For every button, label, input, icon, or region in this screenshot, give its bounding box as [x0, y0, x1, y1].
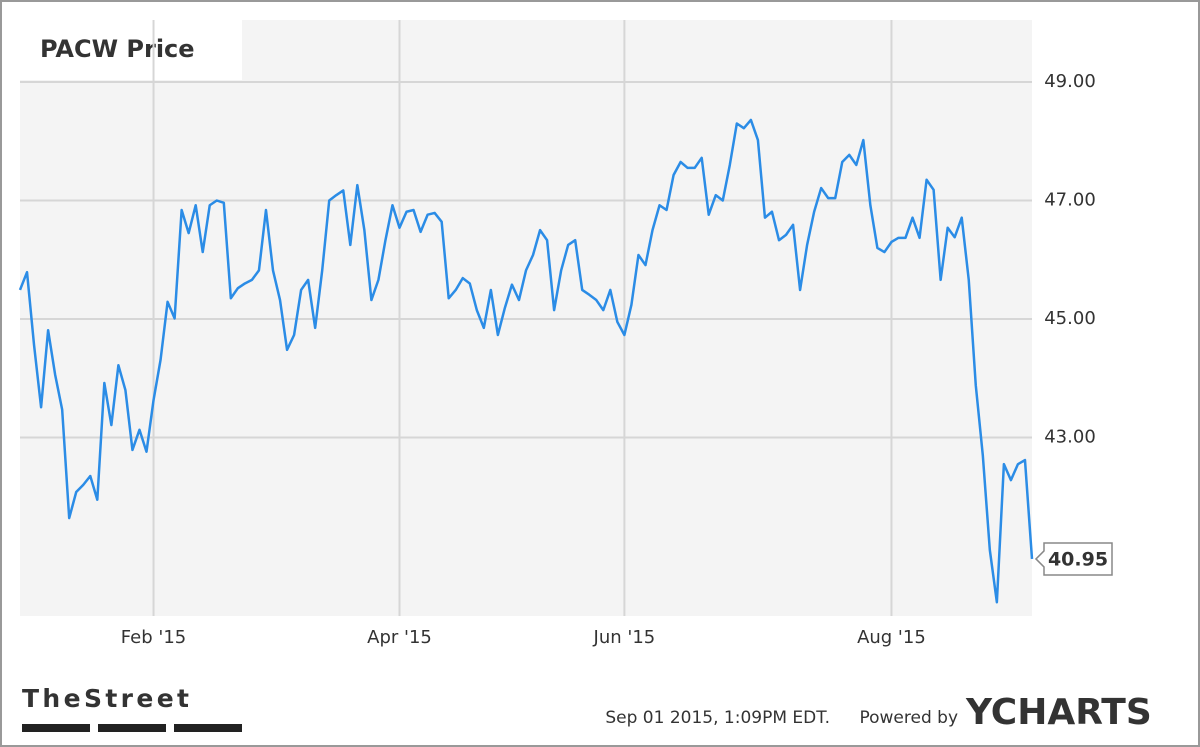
logo-bar: [174, 724, 242, 732]
chart-title: PACW Price: [40, 35, 195, 63]
y-tick-label: 49.00: [1044, 71, 1096, 92]
last-value-box: [1034, 542, 1113, 576]
source-logo: TheStreet: [22, 684, 189, 713]
powered-by: Powered by: [859, 708, 958, 728]
logo-bar: [98, 724, 166, 732]
y-tick-label: 47.00: [1044, 190, 1096, 211]
x-tick-label: Feb '15: [121, 627, 186, 648]
timestamp: Sep 01 2015, 1:09PM EDT.: [605, 708, 830, 728]
x-tick-label: Apr '15: [367, 627, 432, 648]
brand: YCHARTS: [965, 692, 1152, 733]
x-tick-label: Jun '15: [593, 627, 656, 648]
price-line: [18, 118, 1034, 604]
logo-bar: [22, 724, 90, 732]
last-value-label: 40.95: [1048, 548, 1108, 570]
y-tick-label: 45.00: [1044, 308, 1096, 329]
x-tick-label: Aug '15: [857, 627, 926, 648]
y-tick-label: 43.00: [1044, 427, 1096, 448]
title-box: [20, 20, 242, 80]
